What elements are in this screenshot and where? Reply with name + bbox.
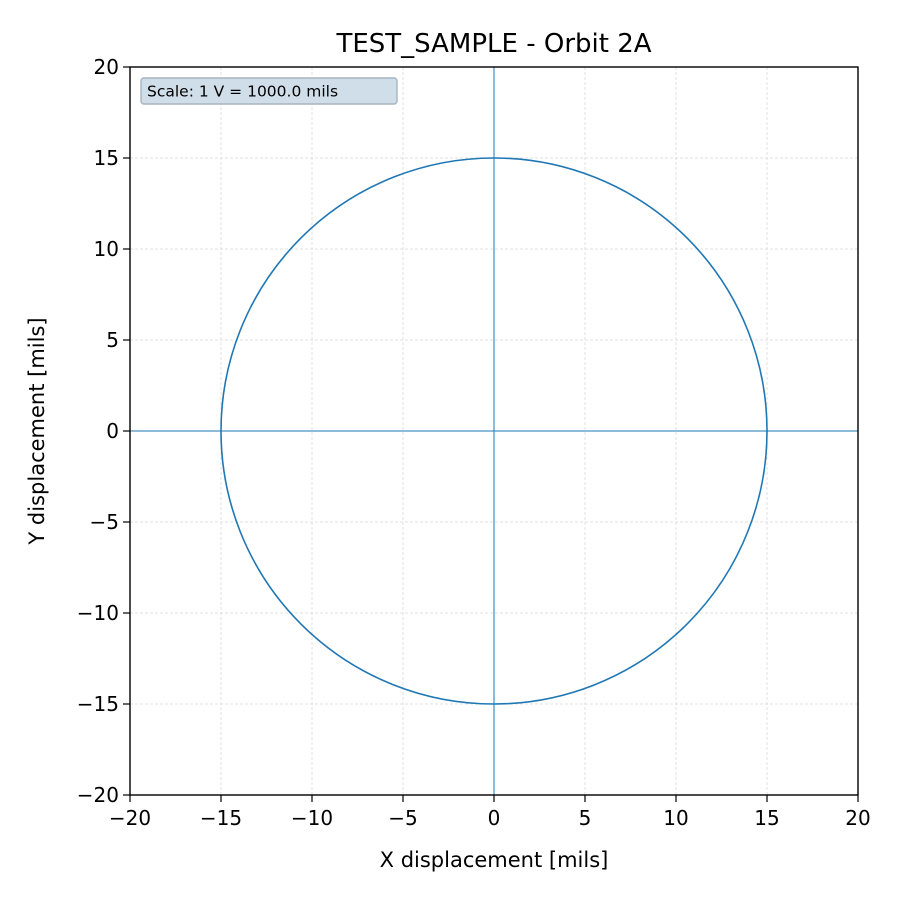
orbit-series: [220, 157, 768, 705]
x-tick-label: −10: [291, 806, 333, 830]
y-tick-label: −5: [90, 510, 119, 534]
y-axis-label: Y displacement [mils]: [25, 317, 49, 545]
x-tick-label: −15: [200, 806, 242, 830]
axis-ticks: −20 −15 −10 −5 0 5 10 15 20 −20 −15 −10 −5 0 5 10 15 20: [77, 55, 871, 830]
y-tick-label: −15: [77, 692, 119, 716]
y-tick-label: 15: [94, 146, 119, 170]
x-tick-label: 10: [663, 806, 688, 830]
x-axis-label: X displacement [mils]: [380, 848, 609, 872]
x-tick-label: −20: [109, 806, 151, 830]
chart-title: TEST_SAMPLE - Orbit 2A: [335, 29, 651, 59]
y-tick-label: 5: [106, 328, 119, 352]
y-tick-label: 0: [106, 419, 119, 443]
orbit-circle: [220, 157, 768, 705]
scale-annotation: Scale: 1 V = 1000.0 mils: [140, 77, 398, 105]
y-tick-label: −10: [77, 601, 119, 625]
scale-annotation-text: Scale: 1 V = 1000.0 mils: [147, 83, 338, 101]
x-tick-label: 5: [579, 806, 592, 830]
x-tick-label: 20: [845, 806, 870, 830]
x-tick-label: −5: [388, 806, 417, 830]
y-tick-label: −20: [77, 783, 119, 807]
scale-annotation-box: [140, 77, 398, 105]
x-tick-label: 15: [754, 806, 779, 830]
y-tick-label: 10: [94, 237, 119, 261]
reference-lines: [130, 67, 858, 795]
y-tick-label: 20: [94, 55, 119, 79]
x-tick-label: 0: [488, 806, 501, 830]
